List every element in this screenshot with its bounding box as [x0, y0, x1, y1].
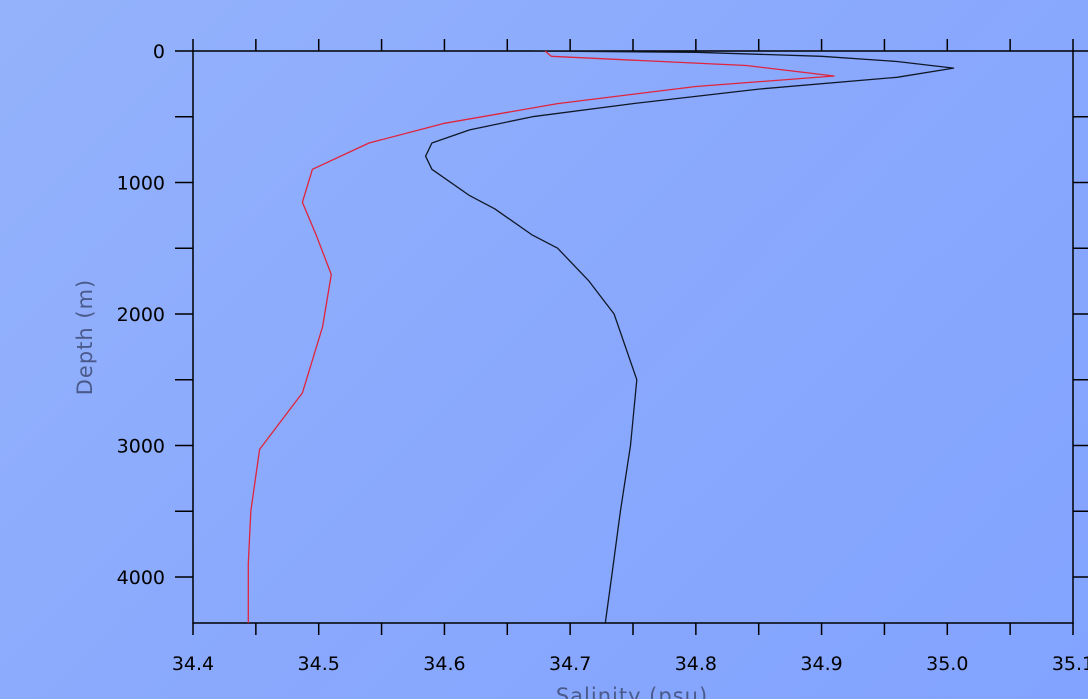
x-tick-label: 35.1 — [1052, 653, 1088, 675]
y-tick-label: 1000 — [117, 172, 165, 194]
x-tick-label: 34.9 — [800, 653, 842, 675]
x-axis-title: Salinity (psu) — [556, 684, 708, 699]
x-tick-label: 34.4 — [172, 653, 214, 675]
y-tick-label: 2000 — [117, 304, 165, 326]
y-axis-title: Depth (m) — [73, 279, 97, 395]
data-series — [247, 50, 955, 624]
series-line-1 — [424, 50, 955, 624]
y-tick-label: 4000 — [117, 567, 165, 589]
y-tick-label: 0 — [153, 41, 165, 63]
x-tick-label: 34.7 — [549, 653, 591, 675]
y-tick-label: 3000 — [117, 435, 165, 457]
tick-labels: 34.4 34.5 34.6 34.7 34.8 34.9 35.0 35.1 0 1000 200… — [117, 41, 1088, 675]
series-line-2 — [247, 50, 835, 623]
x-tick-label: 35.0 — [926, 653, 968, 675]
plot-area — [192, 50, 1074, 624]
x-tick-label: 34.6 — [423, 653, 465, 675]
axis-ticks — [175, 39, 1088, 635]
x-tick-label: 34.8 — [675, 653, 717, 675]
x-tick-label: 34.5 — [298, 653, 340, 675]
